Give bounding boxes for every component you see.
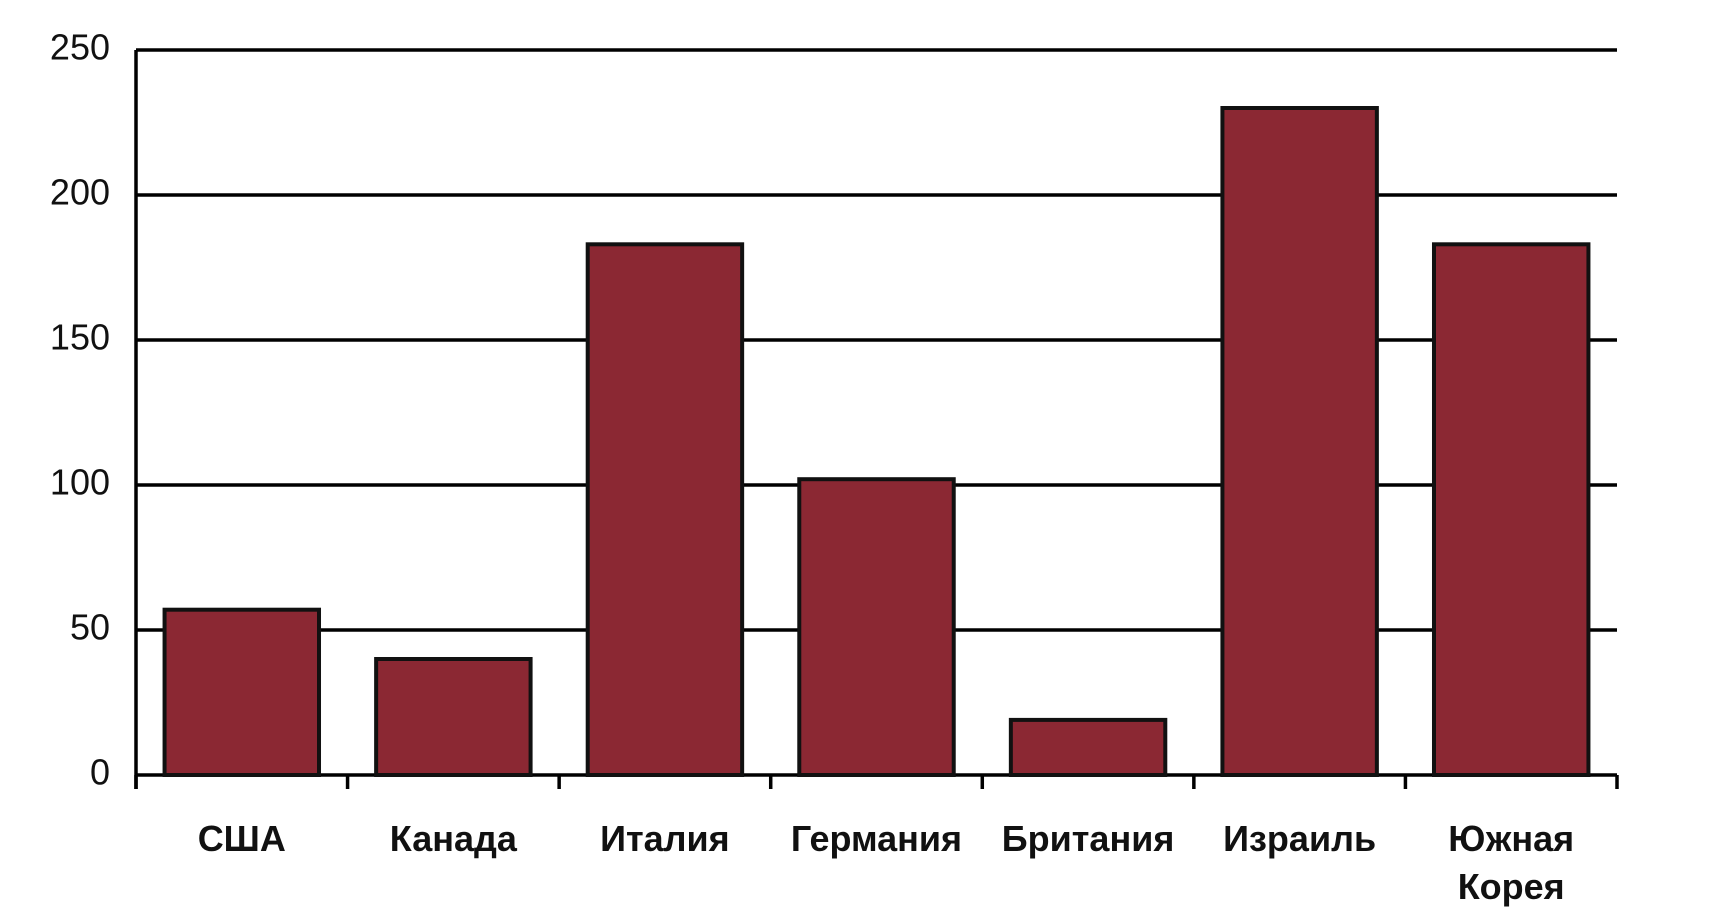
x-tick-label: Южная Корея: [1448, 818, 1575, 907]
y-tick-label: 200: [50, 172, 110, 213]
x-tick-label: Британия: [1001, 818, 1175, 859]
bar: [585, 242, 745, 778]
bar: [374, 657, 533, 777]
bar: [1008, 717, 1168, 778]
y-tick-label: 50: [70, 607, 110, 648]
x-tick-label: Италия: [600, 818, 730, 859]
bar: [162, 607, 322, 778]
y-tick-label: 150: [50, 317, 110, 358]
x-tick-label: Канада: [389, 818, 517, 859]
x-tick-label: Германия: [790, 818, 963, 859]
x-tick-label: Израиль: [1223, 818, 1377, 859]
y-tick-label: 0: [90, 752, 110, 793]
x-tick-label: США: [197, 818, 286, 859]
bar: [797, 477, 956, 777]
y-tick-label: 250: [50, 27, 110, 68]
bar: [1431, 242, 1591, 778]
y-tick-label: 100: [50, 462, 110, 503]
bar: [1220, 106, 1379, 777]
